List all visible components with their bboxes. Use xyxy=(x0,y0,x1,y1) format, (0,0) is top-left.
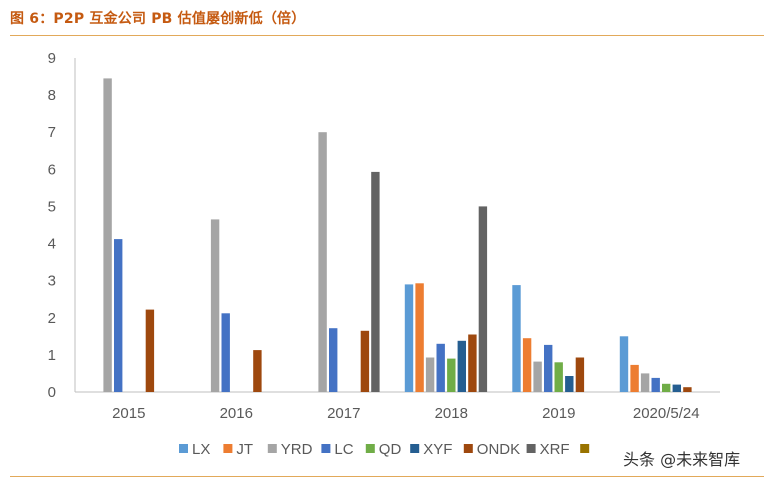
legend-label: JT xyxy=(236,441,253,458)
y-tick-label: 3 xyxy=(48,273,56,290)
watermark: 头条 @未来智库 xyxy=(623,450,741,469)
bar xyxy=(468,334,477,392)
bar xyxy=(457,340,466,392)
y-tick-label: 2 xyxy=(48,310,56,327)
bar xyxy=(436,343,445,392)
bar xyxy=(630,364,639,392)
bar xyxy=(425,357,435,392)
bar xyxy=(371,171,380,392)
bar xyxy=(522,338,532,392)
legend-swatch xyxy=(179,444,188,453)
legend-swatch xyxy=(321,444,331,453)
y-tick-label: 9 xyxy=(48,50,56,67)
x-tick-label: 2018 xyxy=(435,405,468,422)
bar xyxy=(554,362,563,392)
legend-label: XYF xyxy=(423,441,452,458)
bar xyxy=(253,350,262,392)
bar xyxy=(662,383,671,392)
bar xyxy=(640,373,650,392)
legend-swatch xyxy=(463,444,473,453)
legend-label: ONDK xyxy=(477,441,520,458)
legend-swatch xyxy=(267,444,277,453)
bar xyxy=(672,384,681,392)
legend-label: LX xyxy=(192,441,210,458)
legend-label: LC xyxy=(334,441,353,458)
bar xyxy=(651,377,660,392)
bar xyxy=(145,309,155,392)
legend-swatch xyxy=(365,444,375,453)
legend: LX JT YRD LC QD XYF ONDK XRF xyxy=(179,441,590,458)
x-tick-label: 2015 xyxy=(112,405,145,422)
bar xyxy=(329,328,338,392)
y-tick-label: 6 xyxy=(48,161,56,178)
bar xyxy=(221,313,230,392)
bars xyxy=(103,78,692,393)
legend-label: XRF xyxy=(540,441,570,458)
y-axis: 0 1 2 3 4 5 6 7 8 9 xyxy=(48,50,76,401)
x-axis: 2015 2016 2017 2018 2019 2020/5/24 xyxy=(75,391,720,422)
y-tick-label: 7 xyxy=(48,124,56,141)
x-tick-label: 2016 xyxy=(220,405,253,422)
bar xyxy=(533,361,542,392)
x-tick-label: 2020/5/24 xyxy=(633,405,700,422)
bar xyxy=(114,239,123,392)
legend-label: YRD xyxy=(281,441,313,458)
bar xyxy=(544,344,553,392)
bar xyxy=(575,357,585,392)
y-tick-label: 5 xyxy=(48,198,56,215)
bar xyxy=(478,206,488,392)
legend-label: QD xyxy=(379,441,402,458)
legend-swatch xyxy=(223,444,233,453)
bar xyxy=(447,358,456,392)
y-tick-label: 8 xyxy=(48,87,56,104)
x-tick-label: 2017 xyxy=(327,405,360,422)
bar xyxy=(683,387,692,392)
bar xyxy=(210,219,220,392)
chart-title: 图 6：P2P 互金公司 PB 估值屡创新低（倍） xyxy=(10,11,306,27)
bottom-divider xyxy=(10,476,764,477)
legend-swatch xyxy=(410,444,420,453)
bar xyxy=(318,132,327,392)
y-tick-label: 0 xyxy=(48,384,56,401)
title-divider xyxy=(10,35,764,36)
x-tick-label: 2019 xyxy=(542,405,575,422)
y-tick-label: 1 xyxy=(48,347,56,364)
bar xyxy=(512,285,521,392)
bar xyxy=(415,283,424,392)
bar xyxy=(360,330,370,392)
y-tick-label: 4 xyxy=(48,236,56,253)
bar xyxy=(404,284,414,392)
legend-swatch xyxy=(580,444,590,453)
bar xyxy=(619,336,629,392)
bar xyxy=(565,376,574,392)
legend-swatch xyxy=(526,444,536,453)
bar xyxy=(103,78,112,393)
